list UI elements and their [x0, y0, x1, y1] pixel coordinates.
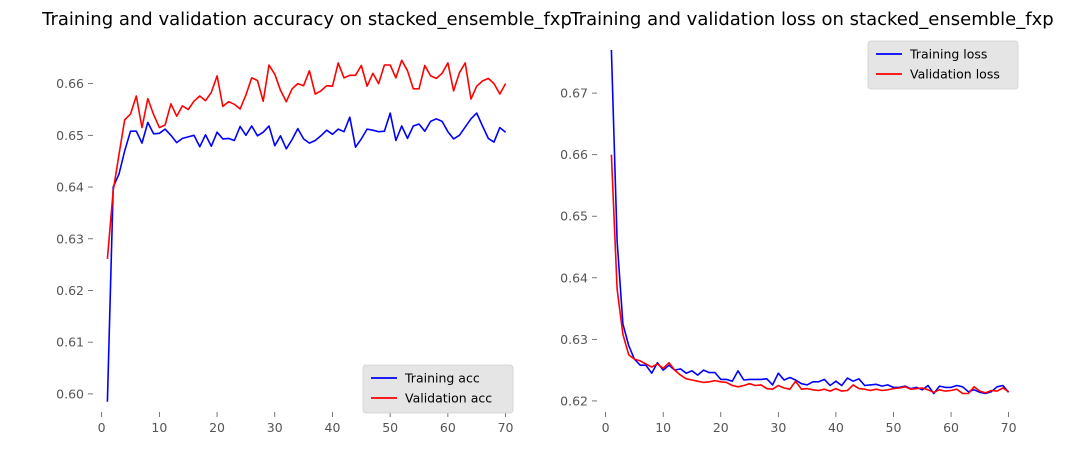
- loss-xtick-label: 70: [1001, 420, 1017, 435]
- loss-xtick-label: 10: [655, 420, 671, 435]
- loss-legend-label: Training loss: [909, 47, 987, 62]
- accuracy-ytick-label: 0.65: [56, 128, 84, 143]
- loss-legend-label: Validation loss: [910, 67, 1000, 82]
- loss-xtick-label: 0: [602, 420, 610, 435]
- accuracy-xtick-label: 10: [151, 420, 167, 435]
- accuracy-legend-label: Validation acc: [405, 391, 492, 406]
- accuracy-legend-label: Training acc: [404, 371, 480, 386]
- accuracy-xtick-label: 70: [498, 420, 514, 435]
- loss-ytick-label: 0.64: [560, 270, 588, 285]
- loss-ytick-label: 0.65: [560, 209, 588, 224]
- loss-xtick-label: 30: [770, 420, 786, 435]
- loss-xtick-label: 50: [886, 420, 902, 435]
- accuracy-chart-title: Training and validation accuracy on stac…: [41, 9, 572, 30]
- accuracy-ytick-label: 0.62: [56, 283, 84, 298]
- accuracy-xtick-label: 30: [267, 420, 283, 435]
- loss-ytick-label: 0.63: [560, 332, 588, 347]
- accuracy-xtick-label: 60: [440, 420, 456, 435]
- loss-legend-box: [867, 40, 1019, 90]
- loss-xtick-label: 60: [943, 420, 959, 435]
- loss-ytick-label: 0.67: [560, 86, 588, 101]
- accuracy-legend-box: [362, 364, 514, 414]
- loss-legend: Training loss Validation loss: [867, 40, 1019, 90]
- accuracy-ytick-label: 0.60: [56, 386, 84, 401]
- loss-ytick-label: 0.62: [560, 393, 588, 408]
- loss-ytick-label: 0.66: [560, 147, 588, 162]
- accuracy-xtick-label: 20: [209, 420, 225, 435]
- accuracy-xtick-label: 40: [325, 420, 341, 435]
- accuracy-chart: Training and validation accuracy on stac…: [41, 9, 572, 435]
- loss-xtick-label: 20: [713, 420, 729, 435]
- accuracy-ytick-label: 0.63: [56, 231, 84, 246]
- loss-chart: Training and validation loss on stacked_…: [560, 9, 1054, 435]
- loss-xtick-label: 40: [828, 420, 844, 435]
- accuracy-xtick-label: 0: [98, 420, 106, 435]
- accuracy-xtick-label: 50: [382, 420, 398, 435]
- loss-chart-title: Training and validation loss on stacked_…: [569, 9, 1053, 30]
- accuracy-ytick-label: 0.61: [56, 335, 84, 350]
- loss-series-validation-line: [610, 154, 1010, 395]
- accuracy-legend: Training acc Validation acc: [362, 364, 514, 414]
- accuracy-series-training-line: [106, 112, 507, 402]
- loss-series-training-line: [610, 49, 1010, 395]
- accuracy-ytick-label: 0.64: [56, 180, 84, 195]
- accuracy-series-validation-line: [106, 59, 507, 259]
- accuracy-ytick-label: 0.66: [56, 76, 84, 91]
